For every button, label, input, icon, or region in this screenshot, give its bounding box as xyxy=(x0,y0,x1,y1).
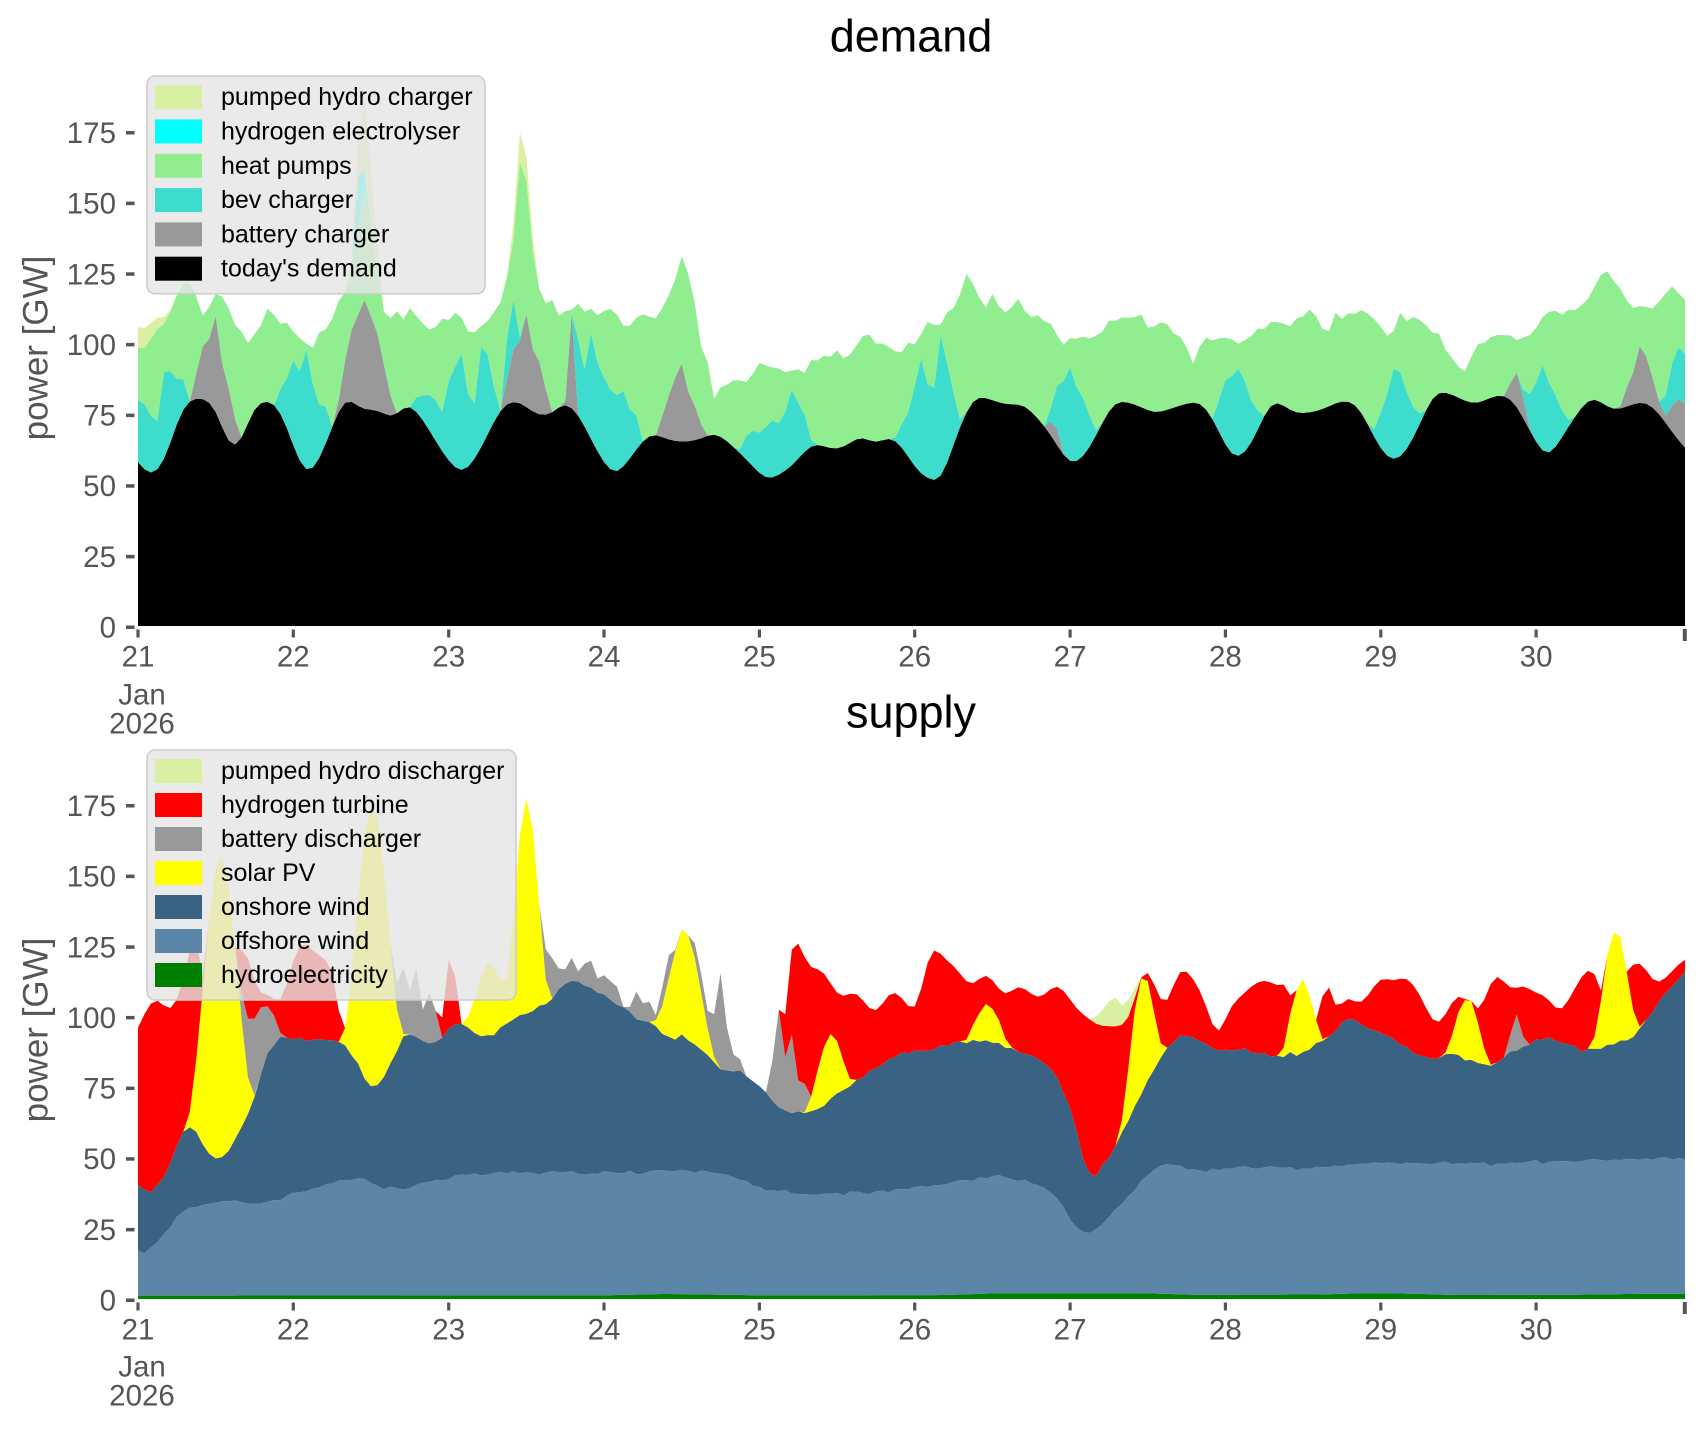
svg-text:power [GW]: power [GW] xyxy=(17,938,56,1123)
svg-text:23: 23 xyxy=(432,641,465,674)
svg-text:hydroelectricity: hydroelectricity xyxy=(221,961,388,989)
svg-text:50: 50 xyxy=(83,1143,116,1176)
svg-text:150: 150 xyxy=(67,861,116,894)
svg-text:29: 29 xyxy=(1364,641,1397,674)
svg-text:25: 25 xyxy=(83,1214,116,1247)
svg-text:Jan: Jan xyxy=(118,1351,166,1384)
svg-text:25: 25 xyxy=(743,1314,776,1347)
svg-text:2026: 2026 xyxy=(109,708,175,741)
svg-text:100: 100 xyxy=(67,1002,116,1035)
svg-text:24: 24 xyxy=(588,641,621,674)
svg-text:175: 175 xyxy=(67,117,116,150)
svg-text:power [GW]: power [GW] xyxy=(17,256,56,441)
svg-text:24: 24 xyxy=(588,1314,621,1347)
svg-text:21: 21 xyxy=(122,641,155,674)
svg-text:175: 175 xyxy=(67,790,116,823)
svg-text:75: 75 xyxy=(83,1073,116,1106)
svg-text:battery charger: battery charger xyxy=(221,220,389,248)
svg-text:pumped hydro charger: pumped hydro charger xyxy=(221,83,473,111)
svg-text:27: 27 xyxy=(1054,1314,1087,1347)
svg-text:bev charger: bev charger xyxy=(221,186,353,214)
svg-text:125: 125 xyxy=(67,258,116,291)
svg-text:demand: demand xyxy=(830,11,993,62)
svg-text:21: 21 xyxy=(122,1314,155,1347)
svg-text:onshore wind: onshore wind xyxy=(221,893,370,921)
svg-text:battery discharger: battery discharger xyxy=(221,825,421,853)
svg-text:22: 22 xyxy=(277,641,310,674)
svg-text:22: 22 xyxy=(277,1314,310,1347)
svg-text:125: 125 xyxy=(67,931,116,964)
svg-text:hydrogen electrolyser: hydrogen electrolyser xyxy=(221,117,460,145)
svg-text:23: 23 xyxy=(432,1314,465,1347)
svg-text:0: 0 xyxy=(100,612,116,645)
svg-text:28: 28 xyxy=(1209,641,1242,674)
svg-text:50: 50 xyxy=(83,470,116,503)
svg-text:30: 30 xyxy=(1520,1314,1553,1347)
svg-text:25: 25 xyxy=(743,641,776,674)
svg-text:Jan: Jan xyxy=(118,679,166,712)
svg-text:25: 25 xyxy=(83,541,116,574)
svg-text:2026: 2026 xyxy=(109,1380,175,1413)
svg-text:28: 28 xyxy=(1209,1314,1242,1347)
svg-text:offshore wind: offshore wind xyxy=(221,927,369,955)
svg-text:30: 30 xyxy=(1520,641,1553,674)
svg-text:150: 150 xyxy=(67,188,116,221)
svg-text:today's demand: today's demand xyxy=(221,255,397,283)
svg-text:pumped hydro discharger: pumped hydro discharger xyxy=(221,757,505,785)
svg-text:27: 27 xyxy=(1054,641,1087,674)
svg-text:supply: supply xyxy=(846,687,977,738)
svg-text:29: 29 xyxy=(1364,1314,1397,1347)
svg-text:75: 75 xyxy=(83,400,116,433)
svg-text:hydrogen turbine: hydrogen turbine xyxy=(221,791,409,819)
svg-text:solar PV: solar PV xyxy=(221,859,316,887)
svg-text:26: 26 xyxy=(898,641,931,674)
svg-text:0: 0 xyxy=(100,1285,116,1318)
svg-text:100: 100 xyxy=(67,329,116,362)
svg-text:heat pumps: heat pumps xyxy=(221,152,352,180)
svg-text:26: 26 xyxy=(898,1314,931,1347)
